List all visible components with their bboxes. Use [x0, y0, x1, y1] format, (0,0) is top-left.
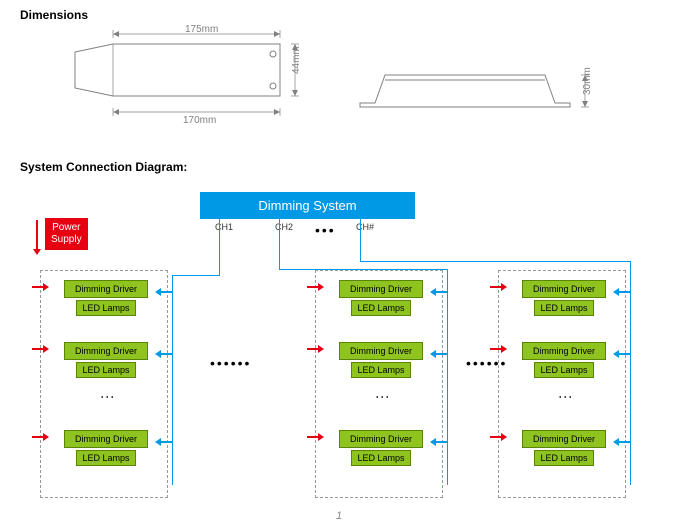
- red-arrow: [490, 436, 502, 438]
- blue-arrow: [160, 353, 172, 355]
- vdots: ⋮: [100, 390, 116, 407]
- red-arrow: [32, 348, 44, 350]
- red-arrow: [307, 436, 319, 438]
- dimensions-heading: Dimensions: [20, 8, 88, 22]
- sideview-drawing: 30mm: [350, 55, 610, 125]
- blue-arrow: [160, 291, 172, 293]
- power-line1: Power: [51, 222, 82, 234]
- driver-box: Dimming Driver: [522, 430, 606, 448]
- wire-ch2-v: [279, 218, 280, 270]
- vdots: ⋮: [558, 390, 574, 407]
- lamp-box: LED Lamps: [76, 300, 136, 316]
- power-supply-box: Power Supply: [45, 218, 88, 250]
- driver-box: Dimming Driver: [64, 430, 148, 448]
- lamp-box: LED Lamps: [351, 450, 411, 466]
- blue-arrow: [618, 353, 630, 355]
- wire-chn-h: [360, 261, 630, 262]
- driver-box: Dimming Driver: [64, 342, 148, 360]
- wire-chn-v2: [630, 261, 631, 485]
- top-dim-label: 175mm: [185, 24, 218, 35]
- driver-box: Dimming Driver: [339, 280, 423, 298]
- red-arrow: [490, 348, 502, 350]
- lamp-box: LED Lamps: [351, 362, 411, 378]
- driver-box: Dimming Driver: [522, 280, 606, 298]
- blue-arrow: [435, 353, 447, 355]
- lamp-box: LED Lamps: [351, 300, 411, 316]
- blue-arrow: [618, 441, 630, 443]
- ch-ellipsis: •••: [315, 222, 336, 238]
- driver-box: Dimming Driver: [339, 342, 423, 360]
- wire-chn-v: [360, 218, 361, 262]
- red-arrow: [32, 436, 44, 438]
- driver-box: Dimming Driver: [339, 430, 423, 448]
- side-height-label: 30mm: [582, 67, 593, 95]
- ch2-label: CH2: [275, 222, 293, 232]
- wire-ch2-v2: [447, 269, 448, 485]
- driver-box: Dimming Driver: [64, 280, 148, 298]
- lamp-box: LED Lamps: [76, 362, 136, 378]
- height-dim-label: 44mm: [291, 46, 302, 74]
- power-down-arrow: [36, 220, 38, 250]
- bottom-dim-label: 170mm: [183, 115, 216, 126]
- ch1-label: CH1: [215, 222, 233, 232]
- blue-arrow: [160, 441, 172, 443]
- blue-arrow: [435, 441, 447, 443]
- lamp-box: LED Lamps: [534, 300, 594, 316]
- dimming-system-box: Dimming System: [200, 192, 415, 219]
- power-line2: Supply: [51, 234, 82, 246]
- red-arrow: [307, 348, 319, 350]
- connection-heading: System Connection Diagram:: [20, 160, 187, 174]
- red-arrow: [32, 286, 44, 288]
- blue-arrow: [435, 291, 447, 293]
- red-arrow: [490, 286, 502, 288]
- lamp-box: LED Lamps: [76, 450, 136, 466]
- lamp-box: LED Lamps: [534, 450, 594, 466]
- wire-ch1-v2: [172, 275, 173, 485]
- page-number: 1: [336, 510, 342, 522]
- topview-drawing: 175mm 170mm 44mm: [55, 24, 315, 134]
- chn-label: CH#: [356, 222, 374, 232]
- wire-ch1-v: [219, 218, 220, 276]
- vdots: ⋮: [375, 390, 391, 407]
- driver-box: Dimming Driver: [522, 342, 606, 360]
- red-arrow: [307, 286, 319, 288]
- blue-arrow: [618, 291, 630, 293]
- lamp-box: LED Lamps: [534, 362, 594, 378]
- wire-ch1-h: [172, 275, 220, 276]
- group-ellipsis-0: ••••••: [210, 355, 251, 371]
